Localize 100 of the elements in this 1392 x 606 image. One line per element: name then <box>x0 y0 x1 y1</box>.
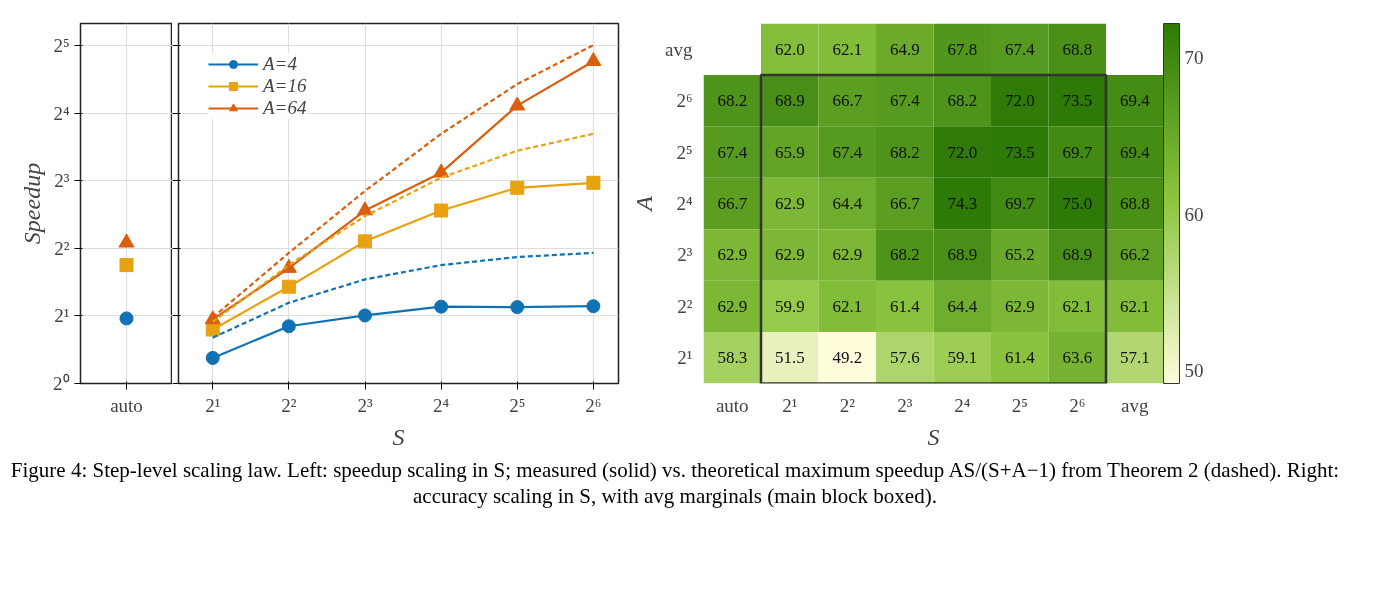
y-tick-label: 2⁴ <box>53 102 70 124</box>
point <box>509 96 526 111</box>
data-label: 67.8 <box>947 39 978 59</box>
data-label: 66.2 <box>1119 245 1150 265</box>
data-label: 62.1 <box>1119 296 1150 316</box>
data-label: 67.4 <box>1004 39 1036 59</box>
data-label: 68.9 <box>1062 245 1093 265</box>
data-label: 68.8 <box>1062 39 1093 59</box>
point <box>358 234 373 249</box>
data-label: 68.2 <box>947 91 978 111</box>
y-tick-label: 2⁴ <box>676 193 693 214</box>
x-tick-label: 2¹ <box>205 394 221 416</box>
y-tick-label: 2² <box>54 237 70 259</box>
x-tick-label: 2² <box>839 394 856 416</box>
point <box>585 52 602 67</box>
x-tick-label: 2³ <box>897 394 913 416</box>
data-label: 62.9 <box>717 245 748 265</box>
data-label: 64.9 <box>889 39 920 59</box>
data-label: 61.4 <box>1004 348 1036 368</box>
data-label: 62.1 <box>832 39 863 59</box>
data-label: 62.1 <box>832 296 863 316</box>
data-label: 65.9 <box>774 142 805 162</box>
data-label: 73.5 <box>1062 91 1093 111</box>
data-label: 68.9 <box>947 245 978 265</box>
data-label: 62.1 <box>1062 296 1093 316</box>
legend-label: A=4 <box>263 53 297 75</box>
x-tick-label: 2³ <box>357 394 373 416</box>
point <box>434 203 449 218</box>
data-label: 68.2 <box>889 142 920 162</box>
data-label: 67.4 <box>832 142 863 162</box>
data-label: 62.9 <box>717 296 748 316</box>
y-tick-label: 2¹ <box>54 305 70 327</box>
data-label: 67.4 <box>889 91 921 111</box>
x-axis-title: S <box>392 423 405 450</box>
x-tick-label: 2² <box>281 394 297 416</box>
color-bar-label: 60 <box>1184 203 1204 225</box>
data-label: 75.0 <box>1062 194 1093 213</box>
point <box>510 300 525 315</box>
y-tick-label: 2⁰ <box>53 373 70 394</box>
data-label: 69.4 <box>1119 91 1151 111</box>
data-label: 74.3 <box>947 194 978 213</box>
point <box>281 319 296 334</box>
x-tick-label: 2⁵ <box>1011 394 1028 416</box>
data-label: 66.7 <box>717 194 748 213</box>
data-label: 68.2 <box>717 91 748 111</box>
point <box>358 308 373 323</box>
y-tick-label: 2² <box>677 295 693 317</box>
data-label: 49.2 <box>832 348 863 368</box>
data-label: 58.3 <box>717 348 748 368</box>
point <box>433 163 450 178</box>
x-tick-label: auto <box>715 394 749 416</box>
x-tick-label: 2⁴ <box>954 394 971 416</box>
data-label: 64.4 <box>947 296 978 316</box>
data-label: 72.0 <box>947 142 978 162</box>
caption: Figure 4: Step-level scaling law. Left: speedup scaling in S; measured (solid) vs. theoretical maximum speedup AS/(S+A−1) from Theorem 2 (dashed). Right: accuracy scaling in S, with avg marginals (main block boxed). <box>9 457 1341 510</box>
data-label: 62.9 <box>774 194 805 213</box>
y-tick-label: 2⁵ <box>53 35 70 57</box>
x-tick-label: 2⁴ <box>433 394 450 416</box>
y-tick-label: 2³ <box>54 170 70 192</box>
legend-label: A=64 <box>263 97 307 119</box>
x-tick-label: auto <box>110 394 143 416</box>
data-label: 68.8 <box>1119 194 1150 213</box>
data-label: 64.4 <box>832 194 863 213</box>
data-label: 57.1 <box>1119 348 1150 368</box>
data-label: 63.6 <box>1062 348 1093 368</box>
data-label: 68.2 <box>889 245 920 265</box>
data-label: 69.7 <box>1004 194 1036 213</box>
data-label: 62.9 <box>774 245 805 265</box>
data-label: 69.4 <box>1119 142 1151 162</box>
data-label: 57.6 <box>889 348 920 368</box>
data-label: 73.5 <box>1004 142 1035 162</box>
data-label: 59.9 <box>774 296 805 316</box>
point <box>510 180 525 195</box>
data-label: 59.1 <box>947 348 978 368</box>
data-label: 66.7 <box>832 91 863 111</box>
y-tick-label: 2⁶ <box>676 90 693 112</box>
data-label: 67.4 <box>717 142 748 162</box>
y-tick-label: 2¹ <box>677 347 693 369</box>
data-label: 62.9 <box>1004 296 1035 316</box>
data-label: 61.4 <box>889 296 921 316</box>
x-tick-label: 2⁵ <box>509 394 526 416</box>
point <box>434 299 449 314</box>
legend-label: A=16 <box>263 75 307 97</box>
data-label: 69.7 <box>1062 142 1093 162</box>
data-label: 65.2 <box>1004 245 1035 265</box>
data-label: 68.9 <box>774 91 805 111</box>
data-label: 62.9 <box>832 245 863 265</box>
x-tick-label: 2⁶ <box>1069 394 1086 416</box>
data-label: 72.0 <box>1004 91 1035 111</box>
point <box>586 175 601 190</box>
y-tick-label: 2³ <box>677 244 693 266</box>
color-bar-label: 50 <box>1184 360 1204 382</box>
x-tick-label: 2⁶ <box>585 394 602 416</box>
y-axis-title: A <box>631 195 658 213</box>
data-label: 51.5 <box>774 348 805 368</box>
y-tick-label: 2⁵ <box>676 141 693 163</box>
color-bar-label: 70 <box>1184 47 1204 69</box>
x-axis-title: S <box>927 423 940 450</box>
point <box>281 279 296 294</box>
x-tick-label: 2¹ <box>782 394 798 416</box>
